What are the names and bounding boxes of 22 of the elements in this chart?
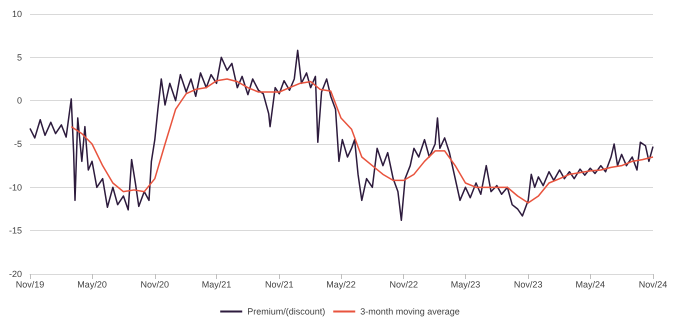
x-tick-label: May/24: [576, 280, 606, 290]
y-tick-label: 10: [12, 9, 22, 19]
x-tick-label: Nov/23: [514, 280, 542, 290]
x-tick-label: May/23: [450, 280, 480, 290]
y-tick-label: -15: [8, 226, 22, 236]
legend-label: Premium/(discount): [247, 306, 326, 316]
x-tick-label: Nov/19: [16, 280, 44, 290]
x-tick-label: Nov/20: [140, 280, 170, 290]
x-tick-label: May/21: [202, 280, 232, 290]
x-tick-label: May/20: [77, 280, 107, 290]
y-tick-label: -5: [14, 139, 22, 149]
x-tick-label: Nov/21: [265, 280, 294, 290]
x-tick-label: Nov/24: [638, 280, 668, 290]
line-series: [70, 78, 654, 204]
y-tick-label: -10: [8, 182, 22, 192]
y-tick-label: -20: [8, 269, 22, 279]
y-tick-label: 0: [16, 96, 22, 106]
legend-label: 3-month moving average: [360, 306, 460, 316]
x-tick-label: May/22: [326, 280, 356, 290]
line-series: [29, 50, 654, 222]
y-tick-label: 5: [16, 52, 22, 62]
x-tick-label: Nov/22: [389, 280, 418, 290]
